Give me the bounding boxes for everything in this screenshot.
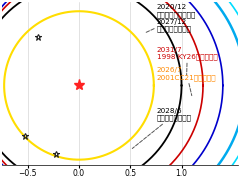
Text: 2026/7
2001CC21フライバイ: 2026/7 2001CC21フライバイ xyxy=(157,67,216,96)
Text: 2031/7
1998 KY26ランデブー: 2031/7 1998 KY26ランデブー xyxy=(157,47,218,75)
Text: 2028/6
地球スイングバイ: 2028/6 地球スイングバイ xyxy=(132,108,192,148)
Text: 2020/12
拡張ミッション開始
2027/12
地球スイングバイ: 2020/12 拡張ミッション開始 2027/12 地球スイングバイ xyxy=(146,4,196,33)
